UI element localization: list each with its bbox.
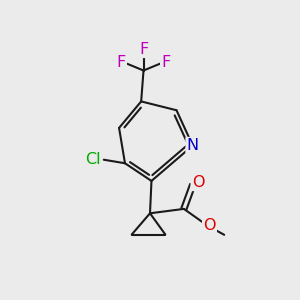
- Text: F: F: [139, 42, 148, 57]
- Text: F: F: [116, 55, 126, 70]
- Text: F: F: [161, 55, 170, 70]
- Text: O: O: [192, 175, 204, 190]
- Text: N: N: [187, 138, 199, 153]
- Text: O: O: [203, 218, 216, 233]
- Text: Cl: Cl: [85, 152, 101, 167]
